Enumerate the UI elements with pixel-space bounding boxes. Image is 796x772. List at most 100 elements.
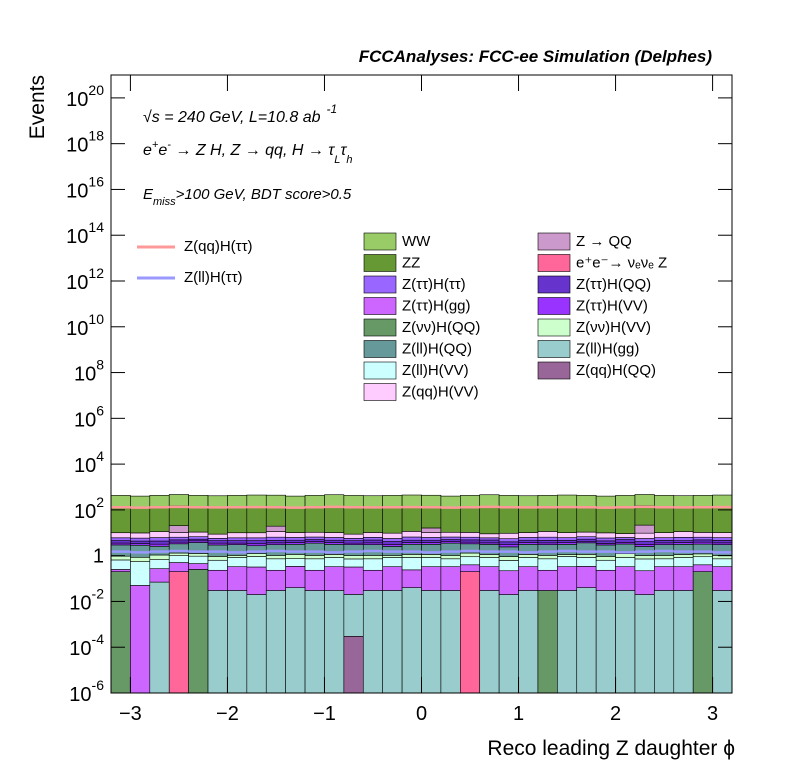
histogram-bar bbox=[537, 555, 558, 560]
histogram-bar bbox=[149, 581, 170, 694]
histogram-bar bbox=[188, 553, 209, 557]
legend-label: Z(ll)H(VV) bbox=[402, 362, 469, 379]
histogram-bar bbox=[498, 594, 519, 694]
y-tick-base: 10 bbox=[69, 684, 91, 706]
histogram-bar bbox=[518, 539, 539, 543]
histogram-bar bbox=[304, 506, 325, 533]
histogram-bar bbox=[654, 558, 675, 567]
histogram-bar bbox=[130, 507, 151, 534]
histogram-bar bbox=[421, 532, 442, 538]
legend-label: e⁺e⁻→ νₑνₑ Z bbox=[576, 254, 667, 271]
histogram-bar bbox=[130, 561, 151, 586]
histogram-bar bbox=[518, 566, 539, 591]
histogram-bar bbox=[207, 538, 228, 541]
histogram-bar bbox=[265, 531, 286, 538]
histogram-bar bbox=[285, 539, 306, 543]
histogram-bar bbox=[634, 570, 655, 595]
histogram-bar bbox=[168, 532, 189, 538]
histogram-bar bbox=[343, 558, 364, 568]
annotation-part: L bbox=[334, 154, 340, 166]
y-tick-base: 10 bbox=[66, 89, 88, 111]
histogram-bar bbox=[576, 506, 597, 533]
histogram-bar bbox=[110, 559, 131, 570]
histogram-bar bbox=[285, 507, 306, 533]
legend-swatch bbox=[363, 275, 397, 294]
histogram-bar bbox=[615, 507, 636, 534]
y-tick-label: 102 bbox=[74, 494, 104, 523]
histogram-bar bbox=[188, 531, 209, 537]
annotation-part: → Z H, Z → qq, H → τ bbox=[171, 142, 335, 159]
histogram-bar bbox=[110, 506, 131, 534]
histogram-bar bbox=[518, 554, 539, 558]
histogram-bar bbox=[304, 590, 325, 694]
histogram-bar bbox=[343, 566, 364, 595]
histogram-bar bbox=[479, 566, 500, 591]
histogram-bar bbox=[615, 553, 636, 558]
annotation-part: e bbox=[158, 142, 167, 159]
histogram-bar bbox=[615, 533, 636, 538]
histogram-bar bbox=[576, 557, 597, 567]
histogram-bar bbox=[343, 555, 364, 560]
y-tick-label: 104 bbox=[74, 448, 104, 477]
histogram-bar bbox=[557, 537, 578, 541]
x-axis-label: Reco leading Z daughter ϕ bbox=[487, 737, 735, 760]
histogram-bar bbox=[460, 506, 481, 533]
histogram-bar bbox=[634, 544, 655, 547]
histogram-bar bbox=[537, 531, 558, 538]
histogram-bar bbox=[537, 506, 558, 532]
histogram-bar bbox=[401, 587, 422, 694]
y-tick-base: 10 bbox=[66, 180, 88, 202]
histogram-bar bbox=[188, 555, 209, 564]
histogram-bar bbox=[557, 532, 578, 538]
annotation-part: E bbox=[143, 186, 154, 203]
legend-swatch bbox=[537, 318, 571, 337]
histogram-bar bbox=[712, 537, 733, 541]
y-tick-base: 10 bbox=[74, 364, 96, 386]
histogram-bar bbox=[692, 495, 713, 508]
histogram-bar bbox=[207, 556, 228, 561]
histogram-bar bbox=[498, 544, 519, 548]
histogram-bar bbox=[265, 569, 286, 591]
y-tick-label: 1018 bbox=[66, 128, 104, 157]
histogram-bar bbox=[304, 536, 325, 540]
histogram-bar bbox=[324, 590, 345, 694]
histogram-bar bbox=[440, 536, 461, 540]
histogram-bar bbox=[401, 506, 422, 532]
histogram-bar bbox=[654, 506, 675, 533]
histogram-bar bbox=[149, 554, 170, 560]
legend-label: Z(ττ)H(ττ) bbox=[402, 276, 466, 293]
histogram-bar bbox=[265, 558, 286, 571]
histogram-bar bbox=[518, 590, 539, 694]
histogram-bar bbox=[130, 532, 151, 539]
histogram-bar bbox=[382, 495, 403, 508]
histogram-bar bbox=[227, 555, 248, 558]
histogram-bar bbox=[362, 532, 383, 538]
histogram-bar bbox=[401, 531, 422, 538]
histogram-bar bbox=[518, 507, 539, 533]
histogram-bar bbox=[362, 539, 383, 544]
x-tick-label: −1 bbox=[313, 703, 336, 725]
histogram-bar bbox=[304, 569, 325, 591]
histogram-bar bbox=[479, 537, 500, 541]
histogram-bar bbox=[576, 536, 597, 540]
histogram-bar bbox=[440, 542, 461, 556]
y-tick-label: 1010 bbox=[66, 311, 104, 340]
y-tick-base: 10 bbox=[74, 455, 96, 477]
histogram-bar bbox=[265, 590, 286, 694]
histogram-bar bbox=[207, 559, 228, 571]
histogram-bar bbox=[479, 533, 500, 539]
histogram-bar bbox=[343, 533, 364, 539]
legend-label: Z(νν)H(QQ) bbox=[402, 319, 480, 336]
histogram-bar bbox=[673, 544, 694, 555]
y-tick-exponent: -2 bbox=[92, 585, 105, 601]
histogram-bar bbox=[304, 542, 325, 556]
histogram-bar bbox=[130, 556, 151, 562]
histogram-bar bbox=[382, 541, 403, 545]
histogram-bar bbox=[440, 495, 461, 509]
histogram-bar bbox=[207, 590, 228, 694]
histogram-bar bbox=[188, 563, 209, 570]
histogram-bar bbox=[595, 556, 616, 561]
histogram-bar bbox=[440, 558, 461, 567]
histogram-bar bbox=[634, 538, 655, 542]
histogram-bar bbox=[246, 532, 267, 539]
